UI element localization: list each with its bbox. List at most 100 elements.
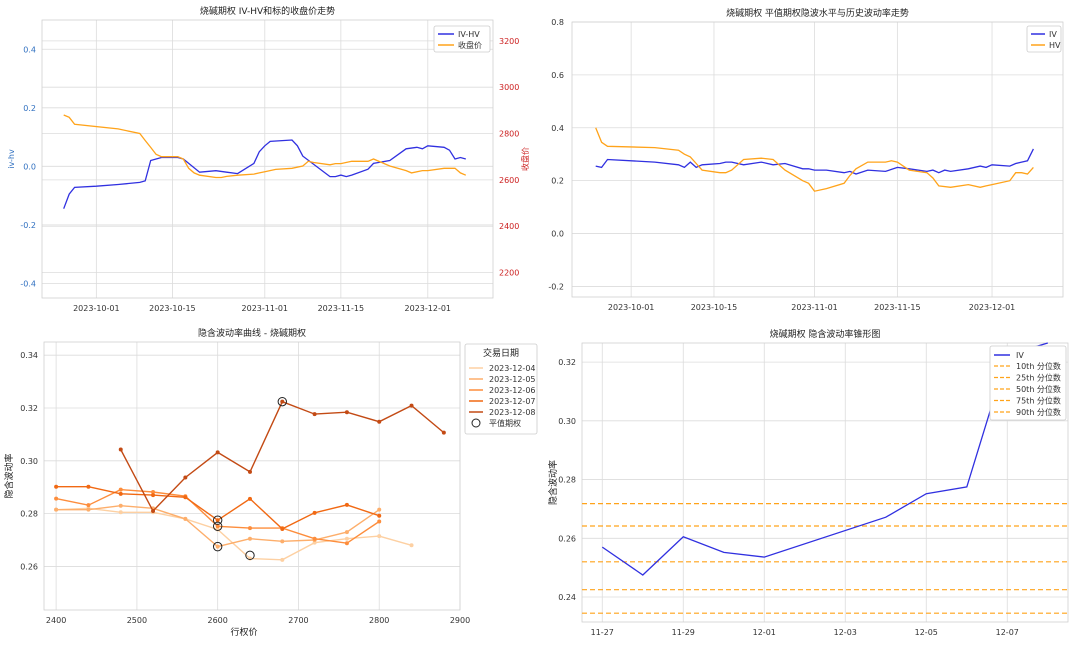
y-tick-label: 0.30 xyxy=(558,417,576,426)
y-tick-label: 0.8 xyxy=(551,18,564,27)
legend-label: 2023-12-05 xyxy=(489,375,536,384)
atm-marker xyxy=(212,521,223,531)
x-tick-label: 2600 xyxy=(207,616,227,625)
chart-title: 烧碱期权 隐含波动率锥形图 xyxy=(770,328,881,340)
legend-label: 2023-12-07 xyxy=(489,397,536,406)
data-point xyxy=(409,403,414,408)
data-point xyxy=(344,502,349,507)
y-tick-label: 0.30 xyxy=(20,457,38,466)
data-point xyxy=(86,484,91,489)
x-tick-label: 2500 xyxy=(127,616,147,625)
legend-label: 2023-12-06 xyxy=(489,386,536,395)
data-point xyxy=(377,519,382,524)
data-point xyxy=(151,508,156,513)
data-point xyxy=(247,536,252,541)
data-point xyxy=(280,399,285,404)
x-tick-label: 2800 xyxy=(369,616,389,625)
y-tick-label: 0.28 xyxy=(20,510,38,519)
x-tick-label: 2023-11-01 xyxy=(791,303,838,312)
chart-title: 烧碱期权 IV-HV和标的收盘价走势 xyxy=(200,5,335,17)
y-tick-label: 0.32 xyxy=(20,404,38,413)
data-point xyxy=(247,496,252,501)
data-point xyxy=(118,491,123,496)
y-tick-label: 0.0 xyxy=(23,162,36,171)
plot-frame xyxy=(41,19,494,299)
data-point xyxy=(280,526,285,531)
atm-marker xyxy=(212,541,223,552)
x-tick-label: 2700 xyxy=(288,616,308,625)
x-tick-label: 12-07 xyxy=(996,628,1019,637)
atm-marker xyxy=(277,396,287,407)
atm-marker xyxy=(245,550,255,561)
series-line xyxy=(120,400,445,513)
data-point xyxy=(377,534,382,539)
y-tick-label: 0.4 xyxy=(551,124,564,133)
legend-label: HV xyxy=(1049,41,1061,50)
data-point xyxy=(215,450,220,455)
data-point xyxy=(215,518,220,523)
atm-marker xyxy=(212,515,223,525)
legend-title: 交易日期 xyxy=(483,347,519,359)
y-axis-label: 隐含波动率 xyxy=(3,453,15,498)
y-tick-label: 0.2 xyxy=(551,177,564,186)
x-axis-label: 行权价 xyxy=(230,626,257,638)
data-point xyxy=(247,526,252,531)
x-tick-label: 2023-11-15 xyxy=(318,304,365,313)
y-axis-label: iv-hv xyxy=(7,149,16,169)
data-point xyxy=(118,447,123,452)
data-point xyxy=(312,536,317,541)
chart-iv-hv-price: 2023-10-01 2023-10-15 2023-11-01 2023-11-15… xyxy=(7,5,530,313)
x-tick-label: 2023-10-01 xyxy=(608,303,655,312)
legend-label: IV xyxy=(1016,351,1024,360)
data-point xyxy=(312,412,317,417)
x-tick-label: 12-03 xyxy=(834,628,857,637)
data-point xyxy=(312,510,317,515)
legend-label: 平值期权 xyxy=(489,418,521,428)
data-point xyxy=(54,484,59,489)
legend-label: IV xyxy=(1049,30,1057,39)
x-tick-label: 2023-12-01 xyxy=(969,303,1016,312)
y2-tick-label: 2400 xyxy=(499,222,519,231)
data-point xyxy=(377,507,382,512)
chart-title: 隐含波动率曲线 - 烧碱期权 xyxy=(198,327,306,339)
data-point xyxy=(377,419,382,424)
y-tick-label: -0.2 xyxy=(548,282,564,291)
legend-label: 收盘价 xyxy=(458,40,482,50)
y2-tick-label: 2200 xyxy=(499,269,519,278)
x-tick-label: 12-05 xyxy=(915,628,938,637)
legend xyxy=(989,345,1067,421)
plot-frame xyxy=(581,342,1069,623)
y-tick-label: -0.4 xyxy=(20,279,36,288)
data-point xyxy=(86,507,91,512)
x-tick-label: 2023-10-15 xyxy=(691,303,738,312)
data-point xyxy=(151,493,156,498)
data-point xyxy=(183,495,188,500)
series-line xyxy=(56,507,412,561)
y-tick-label: 0.32 xyxy=(558,358,576,367)
legend-label: 75th 分位数 xyxy=(1016,396,1061,406)
series-line xyxy=(595,148,1034,175)
y-tick-label: 0.28 xyxy=(558,476,576,485)
data-point xyxy=(247,469,252,474)
data-point xyxy=(118,503,123,508)
legend-label: 2023-12-08 xyxy=(489,408,536,417)
data-point xyxy=(54,496,59,501)
series-line xyxy=(595,127,1034,192)
data-point xyxy=(54,507,59,512)
y-tick-label: 0.0 xyxy=(551,230,564,239)
x-tick-label: 2023-12-01 xyxy=(405,304,452,313)
data-point xyxy=(280,539,285,544)
legend-label: IV-HV xyxy=(458,30,480,39)
data-point xyxy=(377,513,382,518)
data-point xyxy=(344,536,349,541)
plot-frame xyxy=(43,341,461,611)
plot-frame xyxy=(571,21,1064,298)
y-tick-label: 0.26 xyxy=(20,562,38,571)
data-point xyxy=(344,530,349,535)
y-tick-label: 0.4 xyxy=(23,45,36,54)
y-axis-label: 隐含波动率 xyxy=(547,460,559,505)
y-tick-label: 0.24 xyxy=(558,593,576,602)
legend-label: 90th 分位数 xyxy=(1016,407,1061,417)
x-tick-label: 2023-10-01 xyxy=(73,304,120,313)
